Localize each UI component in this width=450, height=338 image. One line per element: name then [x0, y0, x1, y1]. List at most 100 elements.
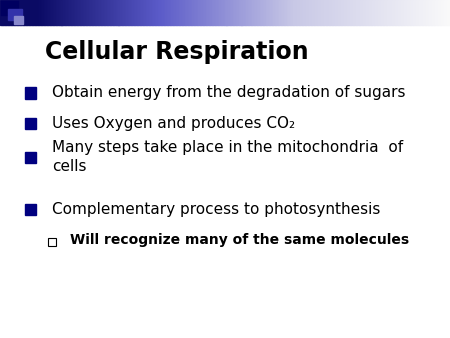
Bar [397, 0, 400, 25]
Bar [108, 0, 110, 25]
Bar [234, 0, 236, 25]
Bar [54, 0, 56, 25]
Bar [364, 0, 366, 25]
Bar [123, 0, 125, 25]
Bar [141, 0, 143, 25]
Bar [446, 0, 447, 25]
Bar [60, 0, 62, 25]
Bar [96, 0, 98, 25]
Bar [333, 0, 335, 25]
Bar [216, 0, 218, 25]
Bar [276, 0, 278, 25]
Bar [25, 204, 36, 215]
Bar [26, 0, 27, 25]
Bar [316, 0, 319, 25]
Bar [46, 0, 49, 25]
Bar [39, 0, 41, 25]
Bar [3, 0, 5, 25]
Bar [135, 0, 137, 25]
Bar [198, 0, 200, 25]
Bar [386, 0, 387, 25]
Bar [382, 0, 384, 25]
Bar [368, 0, 369, 25]
Bar [359, 0, 360, 25]
Bar [282, 0, 284, 25]
Bar [309, 0, 311, 25]
Bar [55, 0, 58, 25]
Bar [112, 0, 114, 25]
Bar [208, 0, 211, 25]
Bar [201, 0, 203, 25]
Bar [192, 0, 194, 25]
Bar [188, 0, 189, 25]
Bar [105, 0, 107, 25]
Bar [94, 0, 96, 25]
Bar [22, 0, 24, 25]
Bar [441, 0, 443, 25]
Bar [118, 0, 121, 25]
Text: Obtain energy from the degradation of sugars: Obtain energy from the degradation of su… [52, 86, 405, 100]
Bar [204, 0, 206, 25]
Bar [442, 0, 445, 25]
Bar [148, 0, 150, 25]
Bar [181, 0, 184, 25]
Bar [159, 0, 161, 25]
Bar [310, 0, 312, 25]
Bar [194, 0, 195, 25]
Bar [406, 0, 409, 25]
Bar [174, 0, 176, 25]
Bar [396, 0, 398, 25]
Bar [18, 0, 20, 25]
Bar [8, 9, 22, 20]
Bar [246, 0, 248, 25]
Bar [98, 0, 99, 25]
Bar [244, 0, 247, 25]
Bar [87, 0, 89, 25]
Bar [78, 0, 80, 25]
Bar [348, 0, 350, 25]
Bar [42, 0, 44, 25]
Bar [82, 0, 85, 25]
Bar [68, 0, 69, 25]
Bar [408, 0, 410, 25]
Bar [102, 0, 104, 25]
Bar [370, 0, 373, 25]
Bar [387, 0, 389, 25]
Bar [1, 1, 18, 15]
Bar [224, 0, 225, 25]
Bar [4, 0, 6, 25]
Bar [375, 0, 377, 25]
Bar [267, 0, 269, 25]
Bar [315, 0, 317, 25]
Bar [134, 0, 135, 25]
Bar [248, 0, 249, 25]
Bar [377, 0, 378, 25]
Bar [153, 0, 155, 25]
Bar [435, 0, 437, 25]
Bar [369, 0, 371, 25]
Bar [289, 0, 292, 25]
Bar [417, 0, 419, 25]
Bar [404, 0, 405, 25]
Bar [40, 0, 42, 25]
Bar [230, 0, 231, 25]
Bar [233, 0, 234, 25]
Bar [210, 0, 212, 25]
Bar [202, 0, 204, 25]
Bar [332, 0, 333, 25]
Bar [0, 0, 2, 25]
Bar [352, 0, 355, 25]
Bar [44, 0, 45, 25]
Bar [145, 0, 148, 25]
Bar [73, 0, 76, 25]
Bar [9, 0, 11, 25]
Bar [255, 0, 257, 25]
Bar [25, 151, 36, 163]
Bar [90, 0, 92, 25]
Bar [292, 0, 294, 25]
Bar [127, 0, 130, 25]
Bar [438, 0, 440, 25]
Bar [356, 0, 357, 25]
Bar [183, 0, 185, 25]
Bar [302, 0, 303, 25]
